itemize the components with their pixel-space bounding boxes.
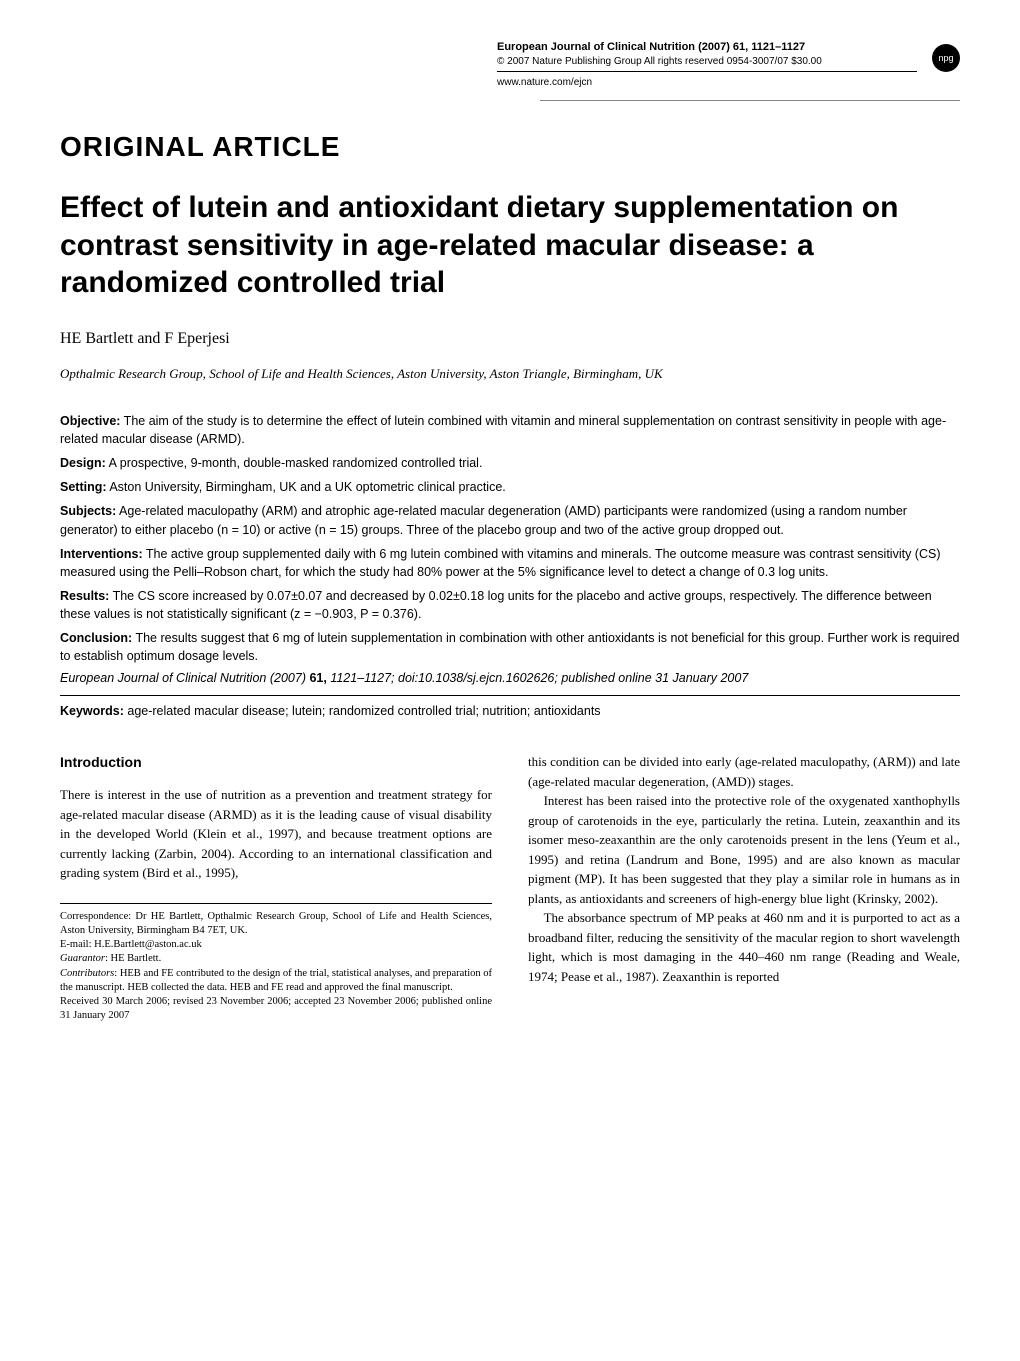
keywords-text: age-related macular disease; lutein; ran… [124,704,601,718]
design-text: A prospective, 9-month, double-masked ra… [106,456,483,470]
abstract-conclusion: Conclusion: The results suggest that 6 m… [60,629,960,665]
intro-paragraph-2: Interest has been raised into the protec… [528,791,960,908]
abstract-subjects: Subjects: Age-related maculopathy (ARM) … [60,502,960,538]
abstract-results: Results: The CS score increased by 0.07±… [60,587,960,623]
journal-citation: European Journal of Clinical Nutrition (… [497,40,917,55]
article-citation: European Journal of Clinical Nutrition (… [60,671,960,685]
footnote-rule [60,903,492,904]
abstract-design: Design: A prospective, 9-month, double-m… [60,454,960,472]
guarantor-footnote: Guarantor: HE Bartlett. [60,952,492,966]
received-footnote: Received 30 March 2006; revised 23 Novem… [60,995,492,1023]
header-rule [497,71,917,72]
subjects-label: Subjects: [60,504,116,518]
objective-label: Objective: [60,414,120,428]
interventions-label: Interventions: [60,547,143,561]
setting-text: Aston University, Birmingham, UK and a U… [107,480,506,494]
citation-volume: 61, [309,671,326,685]
article-title: Effect of lutein and antioxidant dietary… [60,189,960,302]
journal-url: www.nature.com/ejcn [497,76,917,90]
copyright-line: © 2007 Nature Publishing Group All right… [497,55,917,69]
journal-header: European Journal of Clinical Nutrition (… [60,40,960,90]
keywords-rule-top [60,695,960,696]
intro-paragraph-3: The absorbance spectrum of MP peaks at 4… [528,908,960,986]
npg-badge-icon: npg [932,44,960,72]
guarantor-text: : HE Bartlett. [105,953,161,964]
conclusion-text: The results suggest that 6 mg of lutein … [60,631,960,663]
abstract-interventions: Interventions: The active group suppleme… [60,545,960,581]
subjects-text: Age-related maculopathy (ARM) and atroph… [60,504,907,536]
objective-text: The aim of the study is to determine the… [60,414,946,446]
conclusion-label: Conclusion: [60,631,132,645]
results-label: Results: [60,589,109,603]
abstract-objective: Objective: The aim of the study is to de… [60,412,960,448]
keywords-label: Keywords: [60,704,124,718]
header-rule-thin [540,100,960,101]
citation-year: (2007) [270,671,310,685]
interventions-text: The active group supplemented daily with… [60,547,940,579]
article-type: ORIGINAL ARTICLE [60,131,960,163]
header-meta: European Journal of Clinical Nutrition (… [497,40,917,90]
citation-pages: 1121–1127; doi:10.1038/sj.ejcn.1602626; … [327,671,748,685]
contributors-footnote: Contributors: HEB and FE contributed to … [60,967,492,995]
abstract-setting: Setting: Aston University, Birmingham, U… [60,478,960,496]
contributors-label: Contributors [60,968,114,979]
contributors-text: : HEB and FE contributed to the design o… [60,968,492,993]
author-list: HE Bartlett and F Eperjesi [60,330,960,348]
guarantor-label: Guarantor [60,953,105,964]
body-columns: Introduction There is interest in the us… [60,752,960,1023]
right-column: this condition can be divided into early… [528,752,960,1023]
email-footnote: E-mail: H.E.Bartlett@aston.ac.uk [60,938,492,952]
keywords: Keywords: age-related macular disease; l… [60,704,960,718]
design-label: Design: [60,456,106,470]
citation-journal: European Journal of Clinical Nutrition [60,671,266,685]
introduction-heading: Introduction [60,752,492,773]
intro-paragraph-1: There is interest in the use of nutritio… [60,785,492,883]
affiliation: Opthalmic Research Group, School of Life… [60,366,960,382]
intro-continuation: this condition can be divided into early… [528,752,960,791]
correspondence-footnote: Correspondence: Dr HE Bartlett, Opthalmi… [60,910,492,938]
left-column: Introduction There is interest in the us… [60,752,492,1023]
setting-label: Setting: [60,480,107,494]
results-text: The CS score increased by 0.07±0.07 and … [60,589,932,621]
